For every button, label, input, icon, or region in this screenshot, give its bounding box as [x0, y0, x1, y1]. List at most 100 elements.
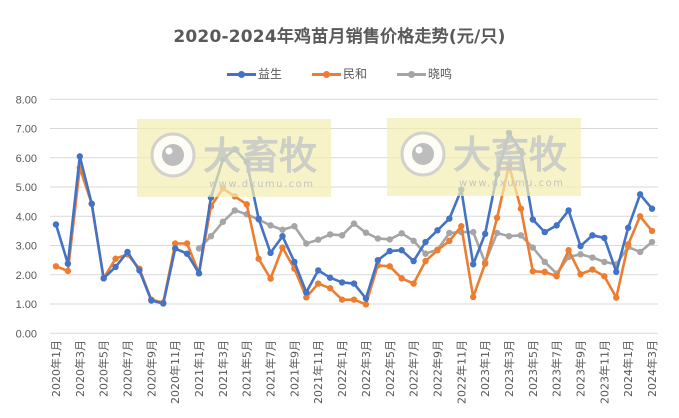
- data-point[interactable]: [636, 213, 644, 220]
- data-point[interactable]: [88, 200, 95, 207]
- data-point[interactable]: [291, 258, 298, 266]
- data-point[interactable]: [267, 249, 274, 257]
- data-point[interactable]: [362, 295, 370, 302]
- data-point[interactable]: [410, 237, 417, 245]
- data-point[interactable]: [601, 234, 608, 242]
- data-point[interactable]: [529, 244, 537, 251]
- data-point[interactable]: [386, 263, 393, 270]
- data-point[interactable]: [529, 268, 537, 275]
- data-point[interactable]: [481, 230, 489, 238]
- data-point[interactable]: [195, 245, 203, 252]
- data-point[interactable]: [589, 232, 596, 239]
- data-point[interactable]: [219, 218, 227, 226]
- data-point[interactable]: [422, 250, 429, 257]
- data-point[interactable]: [171, 245, 179, 252]
- data-point[interactable]: [338, 279, 346, 286]
- legend-item-yisheng[interactable]: 益生: [226, 65, 282, 82]
- data-point[interactable]: [52, 263, 60, 270]
- data-point[interactable]: [374, 235, 382, 242]
- data-point[interactable]: [493, 229, 501, 237]
- data-point[interactable]: [458, 223, 465, 230]
- data-point[interactable]: [505, 232, 513, 240]
- data-point[interactable]: [446, 215, 453, 222]
- data-point[interactable]: [303, 289, 310, 296]
- data-point[interactable]: [350, 220, 358, 227]
- data-point[interactable]: [195, 270, 203, 277]
- data-point[interactable]: [64, 260, 72, 267]
- data-point[interactable]: [100, 275, 107, 282]
- data-point[interactable]: [231, 207, 238, 214]
- data-point[interactable]: [183, 250, 191, 257]
- data-point[interactable]: [148, 297, 155, 304]
- data-point[interactable]: [624, 224, 632, 231]
- data-point[interactable]: [565, 247, 572, 254]
- data-point[interactable]: [350, 280, 358, 287]
- data-point[interactable]: [553, 273, 560, 280]
- data-point[interactable]: [326, 285, 334, 292]
- data-point[interactable]: [648, 205, 656, 212]
- data-point[interactable]: [52, 221, 60, 228]
- data-point[interactable]: [624, 241, 632, 248]
- data-point[interactable]: [422, 238, 429, 246]
- data-point[interactable]: [64, 267, 72, 275]
- data-point[interactable]: [470, 261, 477, 268]
- data-point[interactable]: [613, 294, 620, 301]
- data-point[interactable]: [648, 227, 656, 235]
- data-point[interactable]: [303, 240, 310, 247]
- legend-item-xiaoming[interactable]: 晓鸣: [397, 65, 452, 82]
- data-point[interactable]: [517, 205, 525, 212]
- data-point[interactable]: [76, 153, 84, 160]
- data-point[interactable]: [601, 273, 608, 280]
- data-point[interactable]: [338, 296, 346, 303]
- data-point[interactable]: [589, 266, 596, 273]
- data-point[interactable]: [386, 247, 393, 255]
- data-point[interactable]: [124, 248, 131, 256]
- data-point[interactable]: [648, 238, 656, 246]
- data-point[interactable]: [470, 228, 477, 236]
- data-point[interactable]: [338, 232, 346, 239]
- data-point[interactable]: [279, 226, 286, 233]
- data-point[interactable]: [362, 229, 370, 236]
- data-point[interactable]: [517, 232, 525, 239]
- data-point[interactable]: [577, 271, 584, 278]
- data-point[interactable]: [410, 280, 417, 287]
- data-point[interactable]: [410, 257, 417, 265]
- data-point[interactable]: [362, 301, 370, 308]
- data-point[interactable]: [350, 296, 358, 303]
- data-point[interactable]: [326, 231, 334, 238]
- data-point[interactable]: [267, 222, 274, 229]
- data-point[interactable]: [255, 255, 262, 262]
- data-point[interactable]: [529, 216, 537, 223]
- data-point[interactable]: [493, 214, 501, 221]
- data-point[interactable]: [279, 232, 286, 240]
- data-point[interactable]: [577, 251, 584, 258]
- legend-item-minhe[interactable]: 民和: [311, 65, 367, 82]
- data-point[interactable]: [160, 300, 167, 307]
- data-point[interactable]: [541, 228, 548, 236]
- data-point[interactable]: [577, 242, 584, 250]
- data-point[interactable]: [303, 294, 310, 301]
- data-point[interactable]: [398, 275, 405, 282]
- data-point[interactable]: [279, 244, 286, 251]
- data-point[interactable]: [422, 257, 429, 265]
- data-point[interactable]: [553, 222, 560, 229]
- data-point[interactable]: [243, 201, 250, 208]
- data-point[interactable]: [315, 236, 322, 243]
- data-point[interactable]: [183, 240, 191, 247]
- data-point[interactable]: [636, 248, 644, 256]
- data-point[interactable]: [386, 236, 393, 243]
- data-point[interactable]: [446, 237, 453, 245]
- data-point[interactable]: [374, 256, 382, 264]
- data-point[interactable]: [315, 267, 322, 274]
- data-point[interactable]: [112, 255, 119, 262]
- data-point[interactable]: [613, 268, 620, 276]
- data-point[interactable]: [207, 232, 215, 240]
- data-point[interactable]: [565, 207, 572, 214]
- data-point[interactable]: [541, 268, 548, 276]
- data-point[interactable]: [470, 293, 477, 301]
- data-point[interactable]: [171, 240, 179, 247]
- data-point[interactable]: [398, 247, 405, 254]
- data-point[interactable]: [315, 280, 322, 287]
- data-point[interactable]: [636, 191, 644, 198]
- data-point[interactable]: [541, 258, 548, 266]
